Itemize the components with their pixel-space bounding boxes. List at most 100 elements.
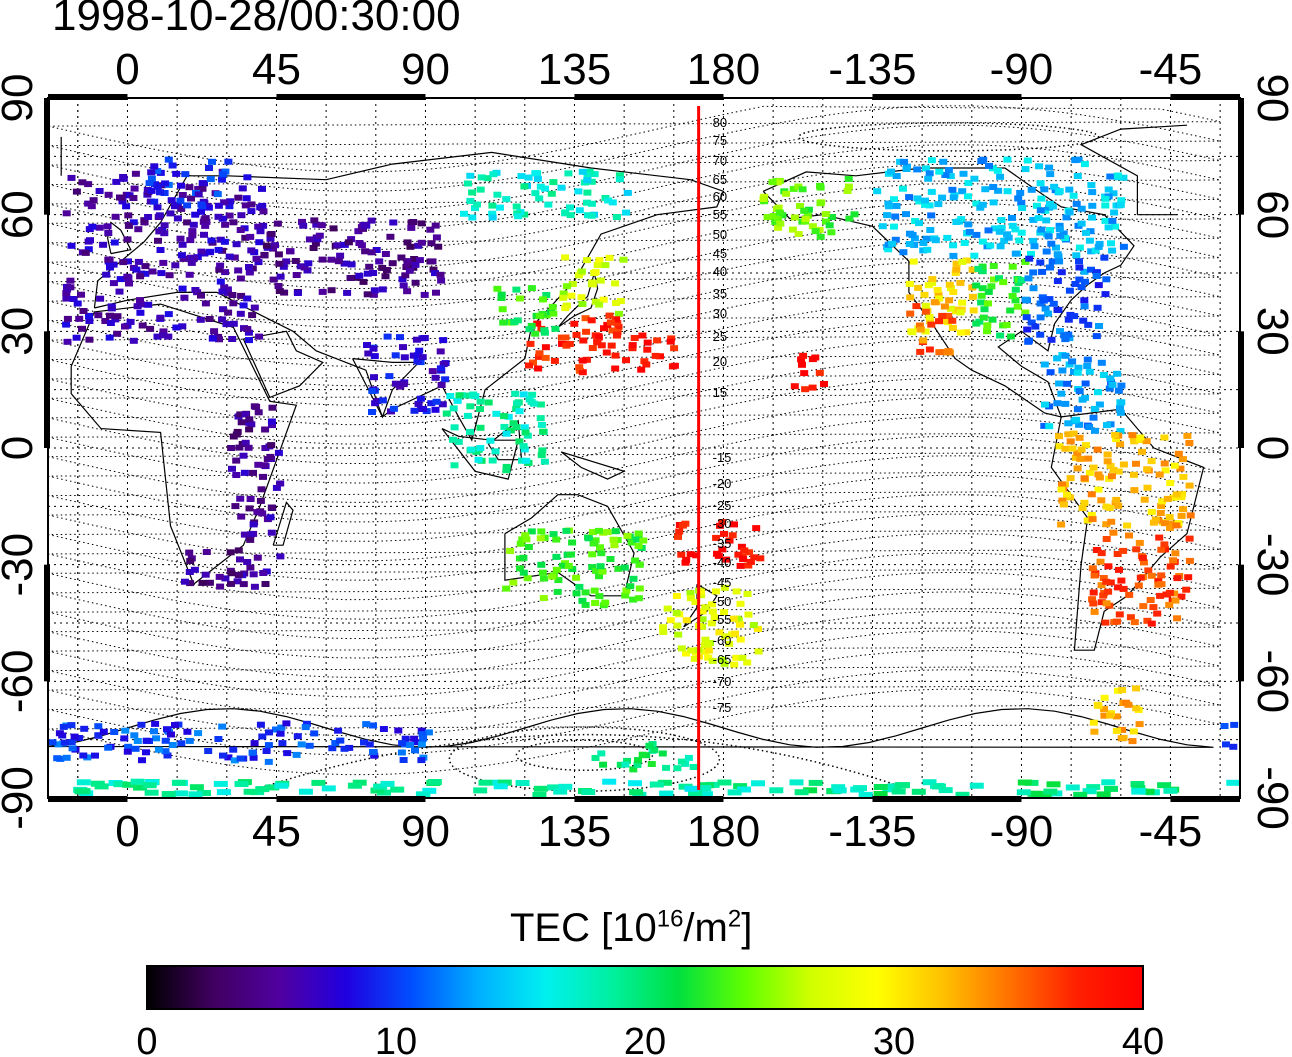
tec-cell-us-west (945, 281, 954, 288)
tec-cell-south-america-s (1147, 620, 1156, 627)
tec-cell-south-america-n (1128, 432, 1137, 439)
tec-cell-europe (73, 300, 82, 307)
tec-cell-canada (1037, 226, 1046, 233)
tec-cell-us-east (1054, 307, 1063, 313)
tec-cell-europe (245, 337, 253, 344)
tec-cell-south-america-s (1125, 591, 1134, 598)
tec-cell-siberia (473, 201, 481, 208)
tec-cell-australia (552, 553, 561, 560)
tec-cell-us-west-coast (916, 326, 925, 333)
tec-cell-europe (129, 337, 138, 344)
coastline (242, 330, 324, 399)
tec-cell-alaska (798, 186, 807, 193)
tec-cell-europe (243, 326, 252, 332)
tec-cell-japan-south (600, 325, 608, 332)
tec-cell-fiji (752, 525, 761, 532)
tec-cell-europe (124, 258, 132, 265)
tec-cell-caribbean (1083, 356, 1092, 363)
tec-cell-se-asia (518, 457, 526, 464)
tec-cell-alaska (774, 224, 783, 231)
tec-cell-japan-north (595, 301, 604, 308)
tec-cell-south-america-s (1155, 534, 1164, 541)
tec-cell-russia-west (267, 231, 276, 237)
tec-cell-antarctic-rim-east (769, 787, 784, 794)
tec-cell-antarctic-pacific (645, 742, 654, 749)
tec-cell-russia-west (428, 258, 437, 265)
tec-cell-south-america-s (1177, 593, 1186, 600)
tec-cell-antarctic-rim (216, 789, 231, 796)
tec-cell-us-central (1006, 333, 1015, 340)
magnetic-contour (47, 513, 1221, 601)
tec-cell-se-asia (450, 424, 459, 431)
tec-cell-us-central (978, 268, 987, 275)
tec-cell-us-west-coast (939, 349, 948, 355)
tec-cell-russia-west (282, 258, 291, 265)
tec-cell-us-west (933, 287, 942, 293)
tec-cell-europe (245, 264, 253, 270)
tec-cell-china-east (527, 285, 536, 292)
tec-cell-antarctic-west (406, 742, 415, 748)
tec-cell-europe (216, 278, 225, 285)
tec-cell-south-america-n (1081, 442, 1090, 449)
tec-cell-us-west (928, 280, 937, 287)
tec-cell-japan-south (558, 340, 566, 347)
top-longitude-tick-label: -135 (828, 45, 916, 94)
tec-cell-hawaii (797, 356, 806, 363)
tec-cell-new-zealand (731, 630, 739, 637)
tec-cell-canada (1101, 202, 1110, 209)
tec-cell-antarctic-west (417, 727, 426, 734)
frame-bar-top (1170, 94, 1240, 100)
tec-cell-antarctic-west (62, 754, 71, 761)
tec-cell-australia (581, 589, 590, 596)
tec-cell-caribbean (1090, 405, 1099, 412)
tec-cell-antarctic-rim (142, 782, 157, 789)
tec-cell-europe (75, 315, 84, 322)
tec-cell-fiji (739, 556, 748, 562)
tec-cell-antarctic-west (249, 754, 258, 761)
frame-bar-top (872, 94, 1022, 100)
tec-cell-australia (591, 537, 600, 544)
tec-cell-pacific-west (628, 342, 637, 349)
tec-cell-europe (239, 302, 248, 309)
tec-cell-south-america-n (1178, 456, 1187, 463)
tec-cell-south-america-n (1160, 434, 1169, 441)
tec-cell-new-zealand (708, 608, 717, 615)
tec-cell-south-america-s (1115, 566, 1123, 573)
tec-cell-antarctic-rim-east (1096, 791, 1111, 798)
tec-cell-antarctic-rim (188, 791, 203, 798)
tec-cell-canada (902, 166, 911, 172)
tec-cell-east-africa (267, 504, 276, 511)
tec-cell-new-zealand (663, 605, 672, 612)
tec-cell-europe-north (147, 187, 156, 194)
frame-bar-left (44, 331, 50, 448)
tec-cell-antarctic-rim-east (938, 787, 953, 794)
tec-cell-se-asia (519, 443, 528, 450)
tec-cell-europe-north (183, 202, 192, 209)
tec-cell-south-africa (181, 578, 189, 585)
tec-cell-south-america-n (1143, 466, 1152, 473)
tec-cell-india (412, 336, 421, 343)
tec-cell-russia-west (299, 222, 308, 229)
tec-cell-se-asia (539, 428, 548, 435)
tec-cell-antarctic-west (365, 741, 374, 748)
tec-cell-se-asia (523, 432, 532, 439)
tec-cell-canada (1044, 233, 1053, 240)
tec-cell-new-zealand (720, 660, 729, 667)
tec-cell-siberia (536, 183, 545, 190)
tec-cell-canada (1087, 248, 1096, 255)
tec-cell-new-zealand (704, 647, 713, 654)
tec-cell-south-america-s (1132, 546, 1141, 553)
tec-cell-japan-south (572, 331, 581, 338)
tec-cell-south-america-n (1071, 454, 1080, 461)
tec-cell-us-east (1065, 335, 1074, 342)
tec-cell-canada (1086, 228, 1095, 235)
tec-cell-siberia (549, 179, 558, 186)
tec-cell-europe (156, 247, 165, 253)
tec-cell-siberia (578, 168, 587, 175)
tec-cell-fiji (682, 556, 691, 563)
tec-cell-canada (1065, 186, 1074, 193)
tec-cell-east-africa (254, 461, 263, 468)
tec-cell-russia-west (343, 289, 352, 296)
tec-cell-us-east (1049, 300, 1058, 307)
tec-cell-europe (104, 191, 113, 198)
